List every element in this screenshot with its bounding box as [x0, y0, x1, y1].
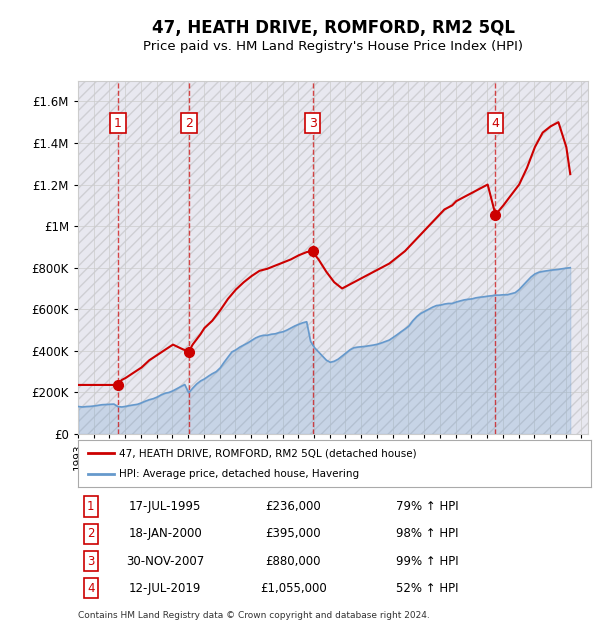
Text: £880,000: £880,000: [266, 555, 321, 567]
Text: 52% ↑ HPI: 52% ↑ HPI: [395, 582, 458, 595]
Text: 1: 1: [114, 117, 122, 130]
Text: £236,000: £236,000: [266, 500, 322, 513]
Text: 2: 2: [87, 528, 95, 540]
Text: 47, HEATH DRIVE, ROMFORD, RM2 5QL: 47, HEATH DRIVE, ROMFORD, RM2 5QL: [152, 19, 515, 37]
Text: 17-JUL-1995: 17-JUL-1995: [129, 500, 202, 513]
Text: 99% ↑ HPI: 99% ↑ HPI: [395, 555, 458, 567]
Text: 3: 3: [87, 555, 95, 567]
Text: 4: 4: [491, 117, 499, 130]
Text: £395,000: £395,000: [266, 528, 321, 540]
Text: 12-JUL-2019: 12-JUL-2019: [129, 582, 202, 595]
Text: 79% ↑ HPI: 79% ↑ HPI: [395, 500, 458, 513]
Text: £1,055,000: £1,055,000: [260, 582, 327, 595]
Text: 18-JAN-2000: 18-JAN-2000: [128, 528, 202, 540]
Text: Contains HM Land Registry data © Crown copyright and database right 2024.: Contains HM Land Registry data © Crown c…: [78, 611, 430, 620]
Text: 3: 3: [308, 117, 317, 130]
Text: Price paid vs. HM Land Registry's House Price Index (HPI): Price paid vs. HM Land Registry's House …: [143, 40, 523, 53]
Text: 4: 4: [87, 582, 95, 595]
Text: 30-NOV-2007: 30-NOV-2007: [126, 555, 205, 567]
Text: 98% ↑ HPI: 98% ↑ HPI: [395, 528, 458, 540]
Text: 47, HEATH DRIVE, ROMFORD, RM2 5QL (detached house): 47, HEATH DRIVE, ROMFORD, RM2 5QL (detac…: [119, 448, 416, 458]
Text: 1: 1: [87, 500, 95, 513]
Text: HPI: Average price, detached house, Havering: HPI: Average price, detached house, Have…: [119, 469, 359, 479]
Text: 2: 2: [185, 117, 193, 130]
